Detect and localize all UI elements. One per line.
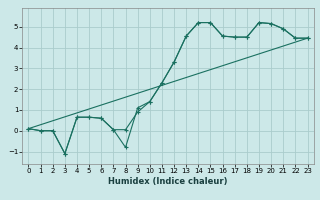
X-axis label: Humidex (Indice chaleur): Humidex (Indice chaleur) (108, 177, 228, 186)
